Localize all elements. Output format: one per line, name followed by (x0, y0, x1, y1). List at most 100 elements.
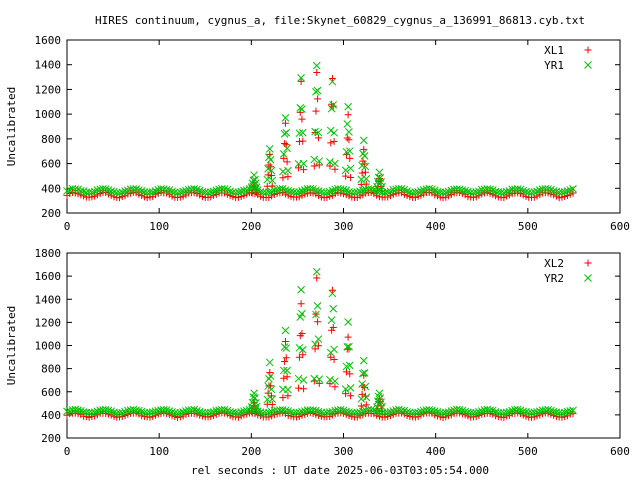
data-point (298, 187, 306, 195)
data-point (104, 186, 113, 194)
data-point (344, 333, 352, 341)
data-point (281, 406, 290, 415)
data-point (560, 187, 569, 196)
series-YR2 (63, 267, 577, 418)
data-point (281, 326, 290, 335)
data-point (82, 188, 91, 197)
data-point (328, 186, 337, 195)
data-point (331, 159, 339, 168)
data-point (193, 406, 201, 415)
data-point (279, 366, 288, 375)
data-point (281, 119, 289, 127)
data-point (430, 407, 439, 415)
data-point (356, 187, 364, 196)
data-point (377, 178, 385, 186)
data-point (299, 159, 308, 168)
data-point (267, 385, 276, 394)
data-point (283, 158, 291, 166)
data-point (298, 407, 306, 416)
data-point (406, 188, 414, 197)
data-point (343, 120, 352, 128)
data-point (115, 189, 124, 197)
data-point (266, 155, 275, 164)
data-point (360, 368, 369, 377)
data-point (346, 164, 355, 173)
data-point (327, 139, 335, 147)
data-point (530, 188, 539, 196)
data-point (314, 187, 323, 195)
data-point (315, 375, 324, 383)
data-point (313, 274, 321, 282)
series-XL2 (63, 274, 577, 422)
data-point (312, 310, 320, 319)
data-point (104, 406, 113, 415)
data-point (558, 409, 566, 418)
data-point (469, 188, 478, 197)
data-point (345, 361, 354, 370)
x-tick-label: 100 (149, 220, 169, 233)
data-point (88, 188, 96, 197)
data-point (310, 162, 318, 170)
data-point (477, 407, 486, 415)
data-point (458, 186, 467, 194)
data-point (292, 188, 301, 197)
data-point (563, 187, 572, 195)
data-point (344, 102, 352, 111)
data-point (267, 166, 276, 175)
data-point (428, 406, 436, 415)
data-point (264, 171, 272, 179)
data-point (472, 188, 481, 196)
x-tick-label: 100 (149, 445, 169, 458)
data-point (346, 370, 354, 378)
y-tick-label: 1600 (35, 34, 62, 47)
data-point (268, 395, 277, 403)
data-point (299, 137, 307, 145)
y-axis-label: Uncalibrated (5, 306, 18, 385)
data-point (297, 77, 305, 85)
data-point (314, 407, 323, 416)
data-point (341, 166, 350, 175)
data-point (486, 406, 494, 415)
data-point (325, 408, 334, 416)
data-point (289, 188, 298, 197)
x-tick-label: 200 (241, 220, 261, 233)
data-point (253, 407, 262, 416)
y-tick-label: 200 (41, 207, 61, 220)
data-point (417, 187, 425, 195)
data-point (303, 185, 312, 193)
data-point (347, 392, 355, 400)
data-point (533, 408, 541, 416)
y-tick-label: 600 (41, 158, 61, 171)
data-point (252, 402, 261, 411)
data-point (313, 68, 321, 76)
data-point (315, 161, 323, 169)
data-point (157, 406, 165, 414)
data-point (266, 372, 275, 380)
data-point (336, 405, 345, 414)
data-point (140, 188, 149, 196)
data-point (101, 185, 110, 193)
data-point (190, 405, 199, 414)
data-point (76, 186, 85, 195)
y-tick-label: 1200 (35, 83, 62, 96)
legend-label: XL1 (544, 44, 564, 57)
data-point (357, 395, 366, 403)
data-point (284, 385, 292, 394)
data-point (311, 128, 319, 136)
data-point (328, 289, 337, 298)
data-point (281, 186, 290, 194)
data-point (220, 406, 229, 414)
data-point (284, 173, 292, 181)
data-point (263, 175, 272, 184)
data-point (284, 166, 292, 175)
chart-title: HIRES continuum, cygnus_a, file:Skynet_6… (95, 14, 585, 27)
data-point (279, 394, 287, 402)
data-point (441, 188, 450, 197)
data-point (264, 188, 273, 196)
data-point (234, 188, 243, 197)
data-point (294, 374, 303, 383)
data-point (267, 172, 275, 180)
data-point (475, 408, 483, 416)
data-point (502, 408, 511, 417)
data-point (560, 408, 569, 417)
